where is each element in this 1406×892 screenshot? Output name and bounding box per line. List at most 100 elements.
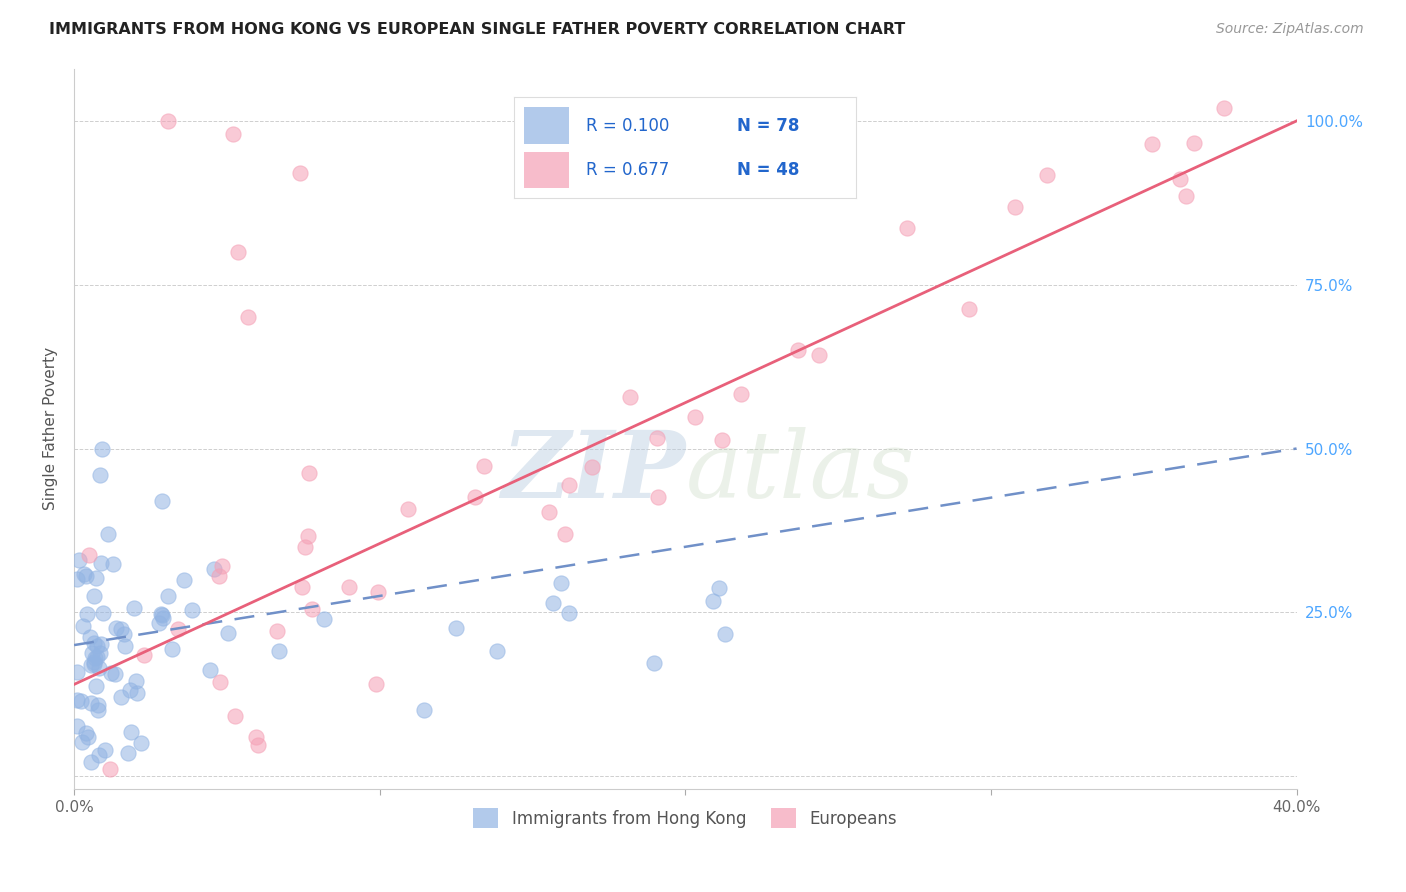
Point: [245, 730, 267, 744]
Point: [122, 601, 145, 615]
Point: [267, 644, 290, 658]
Point: [198, 664, 221, 678]
Point: [167, 622, 190, 636]
Point: [87, 747, 110, 762]
Point: [90, 637, 112, 651]
Point: [91, 606, 114, 620]
Point: [149, 607, 172, 622]
Point: [66, 572, 89, 586]
Point: [83, 636, 105, 650]
Legend: Immigrants from Hong Kong, Europeans: Immigrants from Hong Kong, Europeans: [467, 801, 904, 835]
Point: [224, 709, 246, 723]
Point: [75, 568, 97, 582]
Point: [298, 466, 321, 480]
Point: [77, 548, 100, 562]
Point: [217, 625, 239, 640]
Point: [84, 571, 107, 585]
Point: [66, 719, 89, 733]
Point: [1142, 137, 1164, 152]
Point: [76, 607, 98, 622]
Point: [94, 742, 117, 756]
Point: [238, 310, 260, 325]
Point: [73, 567, 96, 582]
Point: [83, 589, 105, 603]
Point: [709, 581, 731, 595]
Point: [104, 621, 127, 635]
Point: [66, 692, 89, 706]
Point: [89, 661, 111, 675]
Point: [80, 658, 103, 673]
Point: [288, 166, 311, 180]
Point: [685, 410, 707, 425]
Point: [72, 618, 94, 632]
Point: [87, 703, 110, 717]
Point: [127, 686, 149, 700]
Point: [396, 502, 419, 516]
Point: [550, 576, 572, 591]
Point: [70, 694, 93, 708]
Point: [173, 573, 195, 587]
Point: [297, 529, 319, 543]
Point: [787, 343, 810, 357]
Point: [222, 127, 245, 141]
Point: [86, 640, 108, 654]
Point: [150, 494, 173, 508]
Point: [1004, 200, 1026, 214]
Point: [87, 698, 110, 712]
Point: [83, 657, 105, 671]
Point: [537, 505, 560, 519]
Point: [83, 655, 105, 669]
Point: [1036, 168, 1059, 182]
Point: [714, 627, 737, 641]
Point: [1170, 172, 1192, 186]
Text: Source: ZipAtlas.com: Source: ZipAtlas.com: [1216, 22, 1364, 37]
Point: [619, 390, 641, 404]
Point: [150, 608, 173, 623]
Point: [464, 490, 486, 504]
Point: [89, 647, 111, 661]
Point: [67, 553, 90, 567]
Point: [413, 703, 436, 717]
Point: [86, 650, 108, 665]
Point: [554, 527, 576, 541]
Point: [134, 648, 156, 662]
Point: [125, 673, 148, 688]
Point: [266, 624, 288, 638]
Point: [162, 641, 184, 656]
Point: [246, 739, 269, 753]
Point: [156, 114, 179, 128]
Point: [66, 665, 89, 679]
Text: IMMIGRANTS FROM HONG KONG VS EUROPEAN SINGLE FATHER POVERTY CORRELATION CHART: IMMIGRANTS FROM HONG KONG VS EUROPEAN SI…: [49, 22, 905, 37]
Point: [80, 697, 103, 711]
Point: [79, 630, 101, 644]
Point: [80, 755, 103, 769]
Point: [97, 526, 120, 541]
Point: [558, 606, 581, 620]
Point: [1182, 136, 1205, 151]
Point: [444, 621, 467, 635]
Point: [89, 467, 111, 482]
Point: [339, 580, 361, 594]
Point: [291, 580, 314, 594]
Point: [90, 557, 112, 571]
Point: [110, 622, 132, 636]
Point: [645, 430, 668, 444]
Point: [301, 602, 323, 616]
Text: ZIP: ZIP: [501, 427, 685, 517]
Point: [80, 646, 103, 660]
Point: [957, 302, 980, 317]
Point: [312, 612, 335, 626]
Point: [896, 220, 918, 235]
Point: [202, 562, 225, 576]
Point: [104, 666, 127, 681]
Point: [228, 244, 250, 259]
Point: [730, 387, 752, 401]
Point: [75, 726, 97, 740]
Point: [180, 602, 202, 616]
Point: [208, 569, 231, 583]
Point: [647, 490, 669, 504]
Point: [114, 639, 136, 653]
Point: [472, 458, 495, 473]
Point: [1213, 101, 1236, 115]
Point: [84, 650, 107, 665]
